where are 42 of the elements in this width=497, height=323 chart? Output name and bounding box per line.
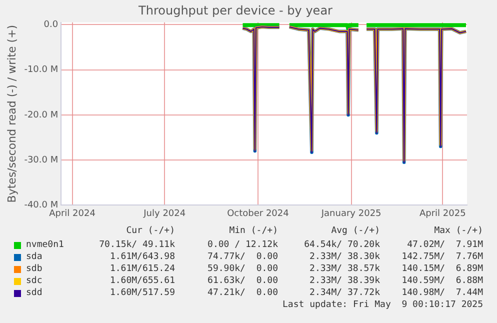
x-tick-label: October 2024 [227,208,290,219]
text: 140.15M/ 6.89M [402,264,483,275]
text: 2.33M/ 38.57k [310,264,380,275]
x-tick-label: April 2025 [419,208,466,219]
text: 74.77k/ 0.00 [208,252,278,263]
legend-label: sda [26,252,42,263]
text: 1.61M/615.24 [110,264,175,275]
y-tick-label: -10.0 M [24,65,58,76]
text: Max (-/+) [434,226,483,237]
y-tick-label: 0.0 [44,20,58,30]
text: Last update: Fri May 9 00:10:17 2025 [282,300,483,311]
text: Avg (-/+) [331,226,380,237]
y-tick-label: -20.0 M [24,110,58,120]
legend-label: sdc [26,276,42,287]
legend-label: sdb [26,264,42,275]
text: 70.15k/ 49.11k [99,240,175,251]
text: 2.34M/ 37.72k [310,288,380,299]
text: 140.98M/ 7.44M [402,288,483,299]
text: 59.90k/ 0.00 [208,264,278,275]
x-tick-label: January 2025 [320,208,382,219]
y-axis-title: Bytes/second read (-) / write (+) [5,24,18,203]
text: 1.60M/517.59 [110,288,175,299]
text: 47.21k/ 0.00 [208,288,278,299]
text: 1.61M/643.98 [110,252,175,263]
text: 142.75M/ 7.76M [402,252,483,263]
legend-label: nvme0n1 [26,240,64,251]
y-tick-label: -40.0 M [24,200,58,211]
text: 61.63k/ 0.00 [208,276,278,287]
text: 64.54k/ 70.20k [304,240,380,251]
chart-title: Throughput per device - by year [138,3,333,18]
text: 1.60M/655.61 [110,276,175,287]
text: Min (-/+) [229,226,278,237]
legend-label: sdd [26,288,42,299]
text: 2.33M/ 38.30k [310,252,380,263]
text: 0.00 / 12.12k [208,240,278,251]
x-tick-label: July 2024 [142,208,186,219]
text: 47.02M/ 7.91M [407,240,483,251]
text: Cur (-/+) [126,226,175,237]
text: 140.59M/ 6.88M [402,276,483,287]
y-tick-label: -30.0 M [24,155,58,166]
text: 2.33M/ 38.39k [310,276,380,287]
x-tick-label: April 2024 [49,208,96,219]
